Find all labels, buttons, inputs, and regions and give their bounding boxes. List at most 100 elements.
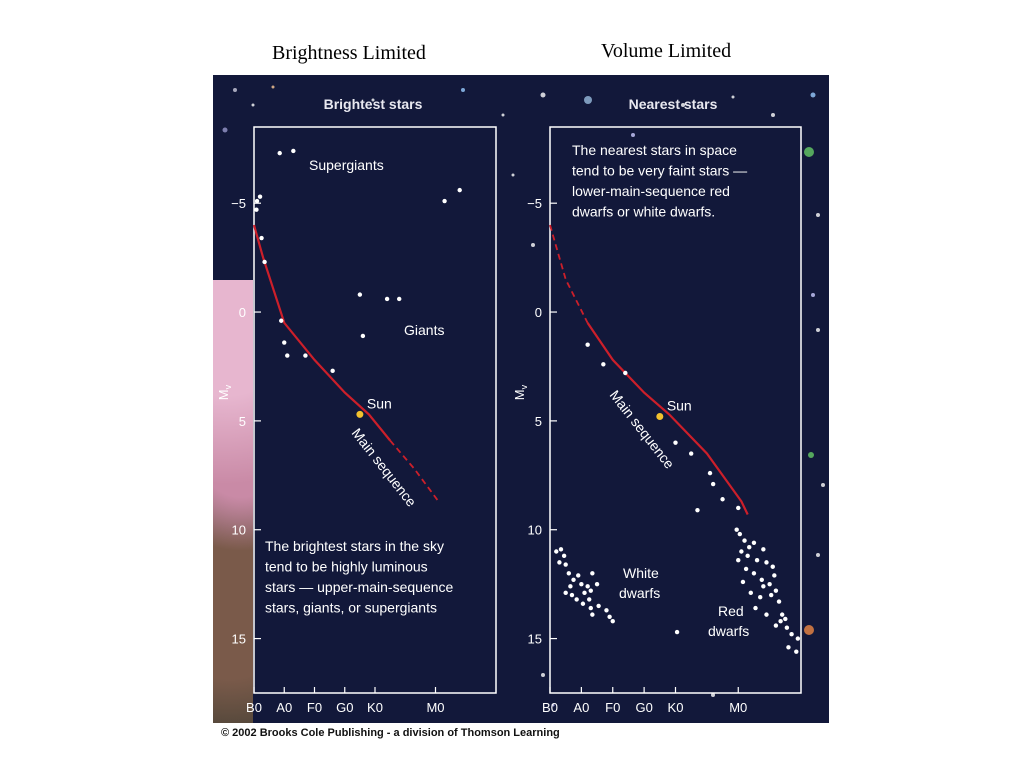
white-dwarfs-label: dwarfs — [619, 585, 660, 601]
background-star — [271, 85, 275, 89]
background-star — [804, 147, 814, 157]
y-tick-label: 15 — [528, 632, 542, 647]
background-star — [371, 98, 375, 102]
background-star — [816, 328, 820, 332]
star-point — [254, 207, 259, 212]
red-dwarfs-label: Red — [718, 603, 744, 619]
star-point — [574, 597, 579, 602]
star-point — [360, 333, 366, 339]
heading-volume-limited: Volume Limited — [601, 40, 732, 62]
x-tick-label: A0 — [573, 700, 589, 715]
star-point — [569, 592, 575, 598]
star-point — [585, 584, 590, 589]
star-point — [768, 592, 774, 598]
star-point — [357, 292, 363, 297]
star-point — [610, 618, 615, 624]
star-point — [585, 342, 590, 347]
star-point — [587, 597, 592, 602]
star-point — [291, 148, 296, 154]
star-point — [764, 560, 769, 565]
star-point — [623, 370, 628, 376]
main-sequence-solid-line — [586, 322, 749, 515]
star-point — [254, 198, 260, 204]
star-point — [789, 632, 794, 637]
star-point — [384, 296, 390, 302]
star-point — [397, 296, 402, 302]
star-point — [580, 601, 586, 606]
y-axis-label-subscript: v — [519, 384, 529, 389]
star-point — [773, 588, 779, 593]
nebula-background-image — [213, 280, 253, 723]
star-point — [566, 571, 572, 576]
star-point — [759, 577, 764, 582]
star-point — [747, 544, 752, 550]
background-star — [804, 625, 814, 635]
star-point — [710, 481, 716, 487]
star-point — [753, 605, 758, 611]
star-point — [601, 362, 606, 367]
hr-diagrams-svg: Brightest stars −5 0 5 10 15 Mv B0 A0 F0 G0 K0 M0 Sun… — [216, 85, 825, 715]
star-point — [557, 560, 562, 565]
caption-line: The nearest stars in space — [572, 142, 737, 158]
caption-line: lower-main-sequence red — [572, 183, 730, 199]
sun-point — [356, 410, 364, 418]
x-tick-label: B0 — [246, 700, 262, 715]
star-point — [457, 187, 462, 193]
star-point — [285, 353, 290, 358]
main-sequence-solid-line — [252, 224, 391, 442]
background-star — [222, 127, 228, 133]
star-point — [748, 590, 753, 596]
star-point — [740, 579, 746, 585]
star-point — [279, 318, 284, 323]
star-point — [571, 577, 576, 582]
white-dwarfs-label: White — [623, 565, 659, 581]
star-point — [743, 566, 749, 572]
background-star — [233, 88, 237, 92]
star-point — [590, 571, 595, 576]
y-tick-label: 0 — [239, 305, 246, 320]
star-point — [607, 614, 612, 620]
caption-line: The brightest stars in the sky — [265, 538, 444, 554]
star-point — [751, 571, 757, 576]
star-point — [795, 636, 801, 641]
red-dwarfs-label: dwarfs — [708, 623, 749, 639]
star-point — [588, 588, 593, 593]
background-star — [681, 103, 685, 107]
star-point — [563, 590, 568, 596]
star-point — [262, 259, 267, 265]
background-star — [251, 103, 255, 107]
star-point — [582, 590, 587, 596]
y-tick-label: 5 — [239, 414, 246, 429]
star-point — [778, 618, 783, 624]
star-point — [596, 603, 601, 609]
star-point — [794, 649, 799, 654]
star-point — [776, 599, 782, 604]
y-tick-label: 15 — [232, 632, 246, 647]
star-point — [751, 540, 757, 545]
giants-label: Giants — [404, 322, 444, 338]
sun-label: Sun — [667, 398, 692, 414]
star-point — [784, 625, 790, 630]
caption-line: stars, giants, or supergiants — [265, 600, 437, 616]
star-point — [568, 584, 573, 589]
star-point — [761, 547, 766, 552]
copyright-text: © 2002 Brooks Cole Publishing - a divisi… — [221, 727, 560, 739]
star-point — [758, 595, 763, 600]
background-star — [808, 452, 814, 458]
x-tick-label: B0 — [542, 700, 558, 715]
x-tick-label: A0 — [276, 700, 292, 715]
y-tick-label: 10 — [528, 523, 542, 538]
background-star — [584, 96, 592, 104]
chart-title: Nearest stars — [629, 96, 718, 112]
star-point — [594, 581, 600, 587]
heading-brightness-limited: Brightness Limited — [272, 42, 426, 64]
star-point — [764, 612, 769, 617]
main-sequence-label: Main sequence — [349, 425, 420, 510]
sun-label: Sun — [367, 395, 392, 411]
x-tick-label: F0 — [307, 700, 322, 715]
background-star — [816, 553, 820, 557]
star-point — [561, 553, 567, 559]
background-star — [501, 113, 505, 117]
star-point — [754, 558, 760, 563]
background-star — [540, 92, 546, 98]
